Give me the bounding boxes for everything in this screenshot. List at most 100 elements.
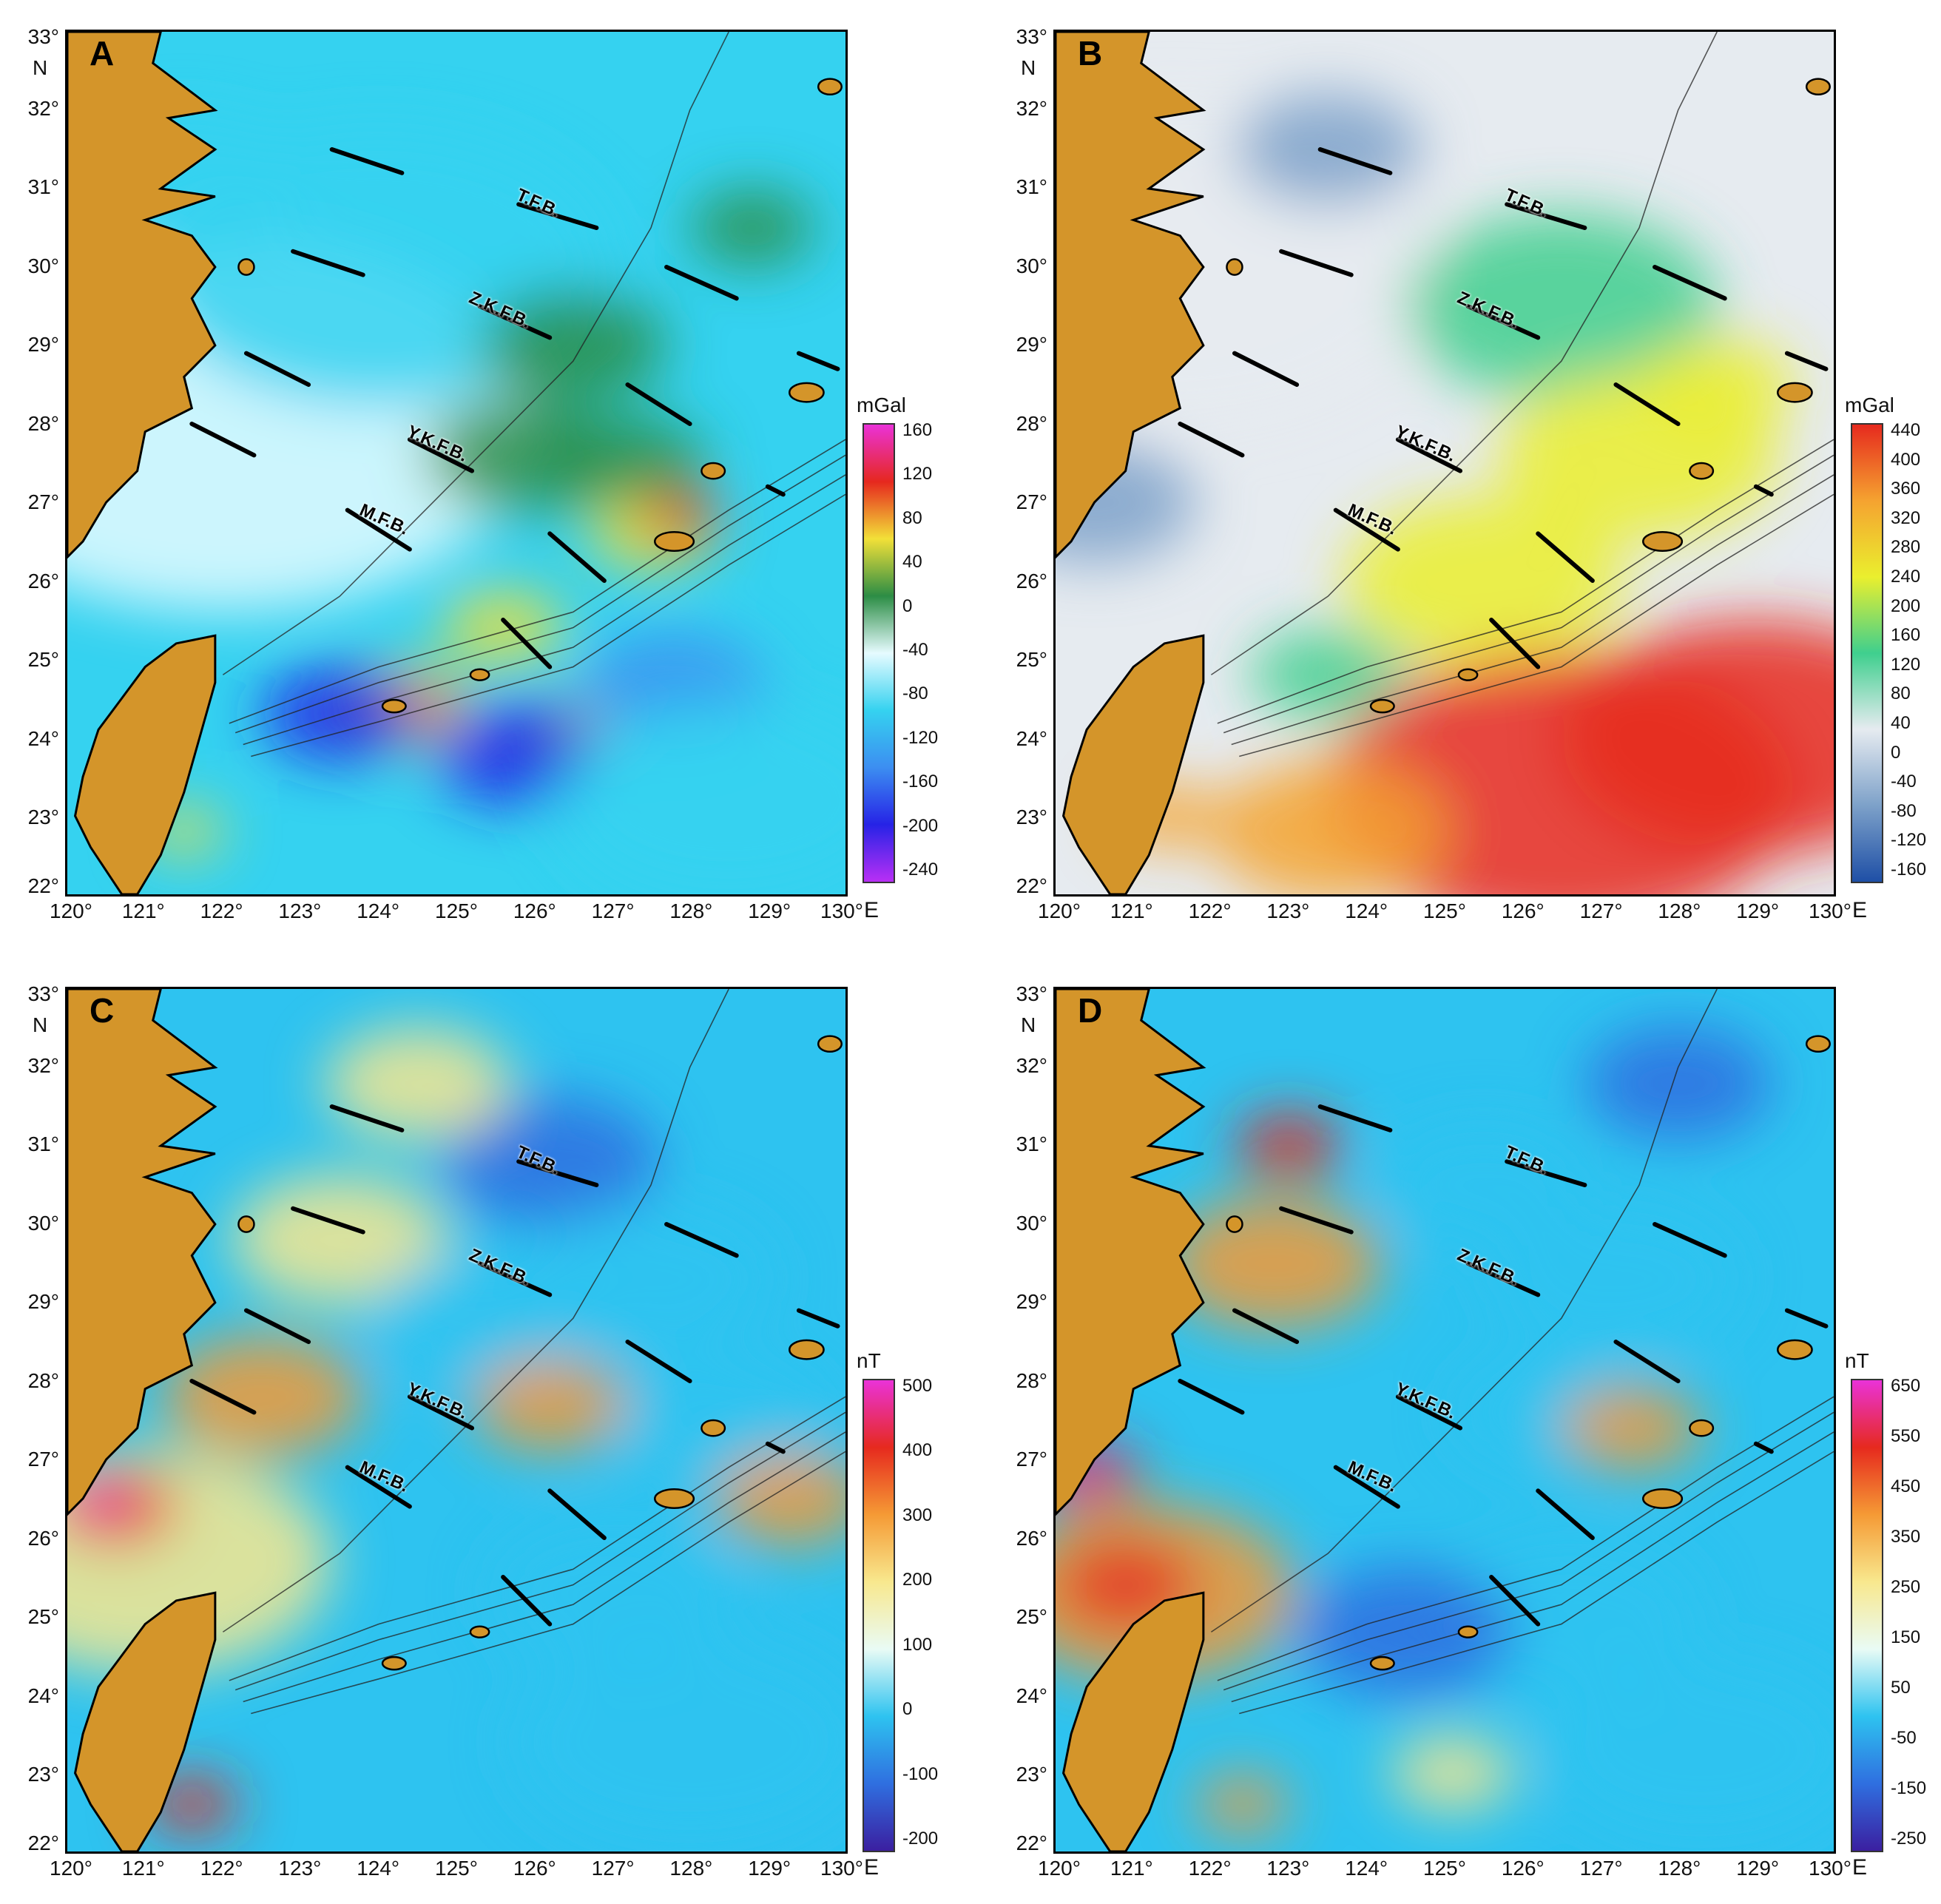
lon-tick-label: 121° xyxy=(121,1857,165,1880)
lon-tick-label: 127° xyxy=(1579,899,1623,922)
north-label: N xyxy=(1021,1013,1036,1036)
anomaly-blob xyxy=(689,190,814,266)
lat-tick-label: 28° xyxy=(27,1368,59,1392)
lon-tick-label: 120° xyxy=(50,899,92,922)
fault-segment xyxy=(291,249,365,277)
lon-tick-label: 126° xyxy=(1501,899,1545,922)
lat-tick-label: 27° xyxy=(1016,490,1047,514)
island xyxy=(654,531,695,552)
map-canvas xyxy=(67,989,845,1851)
lat-tick-label: 26° xyxy=(27,1526,59,1550)
fault-segment xyxy=(1279,1206,1354,1235)
colorbar-tick-label: -80 xyxy=(1891,800,1917,821)
colorbar-tick-label: 200 xyxy=(1891,595,1921,616)
fault-segment xyxy=(516,202,599,230)
taiwan-island xyxy=(1061,634,1205,894)
contour-line xyxy=(1223,454,1834,734)
colorbar-tick-label: -120 xyxy=(1891,830,1927,851)
lon-tick-label: 123° xyxy=(278,899,322,922)
lon-tick-label: 129° xyxy=(748,899,791,922)
lon-tick-label: 122° xyxy=(200,899,243,922)
colorbar-tick-label: 240 xyxy=(1891,567,1921,587)
lat-tick-label: 29° xyxy=(1016,1290,1047,1314)
fault-segment xyxy=(1653,265,1727,301)
colorbar-tick-label: 0 xyxy=(902,1699,913,1720)
lon-tick-label: 128° xyxy=(1658,1857,1701,1880)
fault-segment xyxy=(1613,1340,1681,1383)
lon-tick-label: 130° xyxy=(1809,1857,1851,1880)
lon-tick-label: 123° xyxy=(278,1857,322,1880)
fault-segment xyxy=(1333,1465,1400,1509)
island xyxy=(1805,1035,1831,1053)
colorbar-tick-label: 550 xyxy=(1891,1426,1921,1446)
island xyxy=(469,1625,490,1638)
colorbar-tick-label: 320 xyxy=(1891,507,1921,528)
colorbar-tick-label: 400 xyxy=(1891,449,1921,470)
contour-line xyxy=(1210,32,1718,675)
island xyxy=(789,382,825,403)
taiwan-island xyxy=(73,1591,217,1851)
map-canvas xyxy=(1056,989,1834,1851)
anomaly-blob xyxy=(479,288,667,402)
contour-line xyxy=(243,1431,845,1703)
lat-tick-label: 29° xyxy=(1016,333,1047,357)
anomaly-blob xyxy=(1545,1655,1834,1844)
fault-segment xyxy=(664,265,739,301)
fault-segment xyxy=(625,382,692,426)
contour-line xyxy=(222,32,729,675)
lat-tick-label: 28° xyxy=(1016,1368,1047,1392)
island xyxy=(237,258,255,276)
lat-tick-label: 33° xyxy=(1016,982,1047,1005)
colorbar-tick-label: -160 xyxy=(902,772,939,792)
colorbar-tick-label: 160 xyxy=(902,420,933,440)
lon-tick-label: 123° xyxy=(1266,899,1310,922)
island xyxy=(789,1339,825,1360)
lat-tick-label: 28° xyxy=(27,411,59,435)
lon-tick-label: 124° xyxy=(1345,1857,1388,1880)
lon-tick-label: 125° xyxy=(435,1857,478,1880)
lat-tick-label: 24° xyxy=(1016,726,1047,750)
fault-segment xyxy=(1395,437,1463,473)
anomaly-field xyxy=(1056,92,1834,894)
map-frame: T.F.B. Z.K.F.B. Y.K.F.B. M.F.B. A xyxy=(65,30,848,897)
lat-tick-label: 30° xyxy=(1016,254,1047,277)
colorbar xyxy=(863,1379,895,1852)
fault-segment xyxy=(1613,382,1681,426)
china-mainland xyxy=(67,989,218,1516)
fault-segment xyxy=(1395,1394,1463,1431)
lat-tick-label: 29° xyxy=(27,1290,59,1314)
lat-tick-label: 31° xyxy=(1016,1132,1047,1156)
colorbar-tick-label: 0 xyxy=(1891,742,1901,763)
contour-line xyxy=(234,454,845,734)
colorbar-tick-label: -120 xyxy=(902,727,939,748)
colorbar-tick-label: 280 xyxy=(1891,537,1921,558)
fault-segment xyxy=(1536,531,1595,583)
fault-segment xyxy=(516,1159,599,1187)
anomaly-blob xyxy=(1234,92,1422,206)
colorbar-tick-label: -200 xyxy=(902,1829,939,1849)
anomaly-blob xyxy=(1297,1566,1515,1698)
anomaly-blob xyxy=(713,1451,845,1546)
contour-line xyxy=(1223,1411,1834,1691)
colorbar-tick-label: -50 xyxy=(1891,1728,1917,1748)
fault-segment xyxy=(1178,1379,1245,1415)
lon-tick-label: 124° xyxy=(357,899,400,922)
fault-segment xyxy=(1536,1488,1595,1540)
lon-tick-label: 128° xyxy=(1658,899,1701,922)
lon-tick-label: 129° xyxy=(748,1857,791,1880)
lat-tick-label: 31° xyxy=(27,1132,59,1156)
contour-line xyxy=(1239,1451,1834,1715)
colorbar-tick-label: -80 xyxy=(902,683,928,704)
fault-segment xyxy=(1784,1308,1829,1329)
fault-segment xyxy=(243,351,311,387)
contour-line xyxy=(1231,1431,1834,1703)
fault-segment xyxy=(1178,422,1245,458)
colorbar-tick-label: 400 xyxy=(902,1440,933,1461)
north-label: N xyxy=(1021,56,1036,79)
island xyxy=(1369,1655,1395,1671)
island xyxy=(1457,1625,1479,1638)
colorbar-tick-label: -250 xyxy=(1891,1829,1927,1849)
island xyxy=(1689,1419,1715,1437)
island xyxy=(237,1215,255,1233)
anomaly-blob xyxy=(440,1096,659,1228)
